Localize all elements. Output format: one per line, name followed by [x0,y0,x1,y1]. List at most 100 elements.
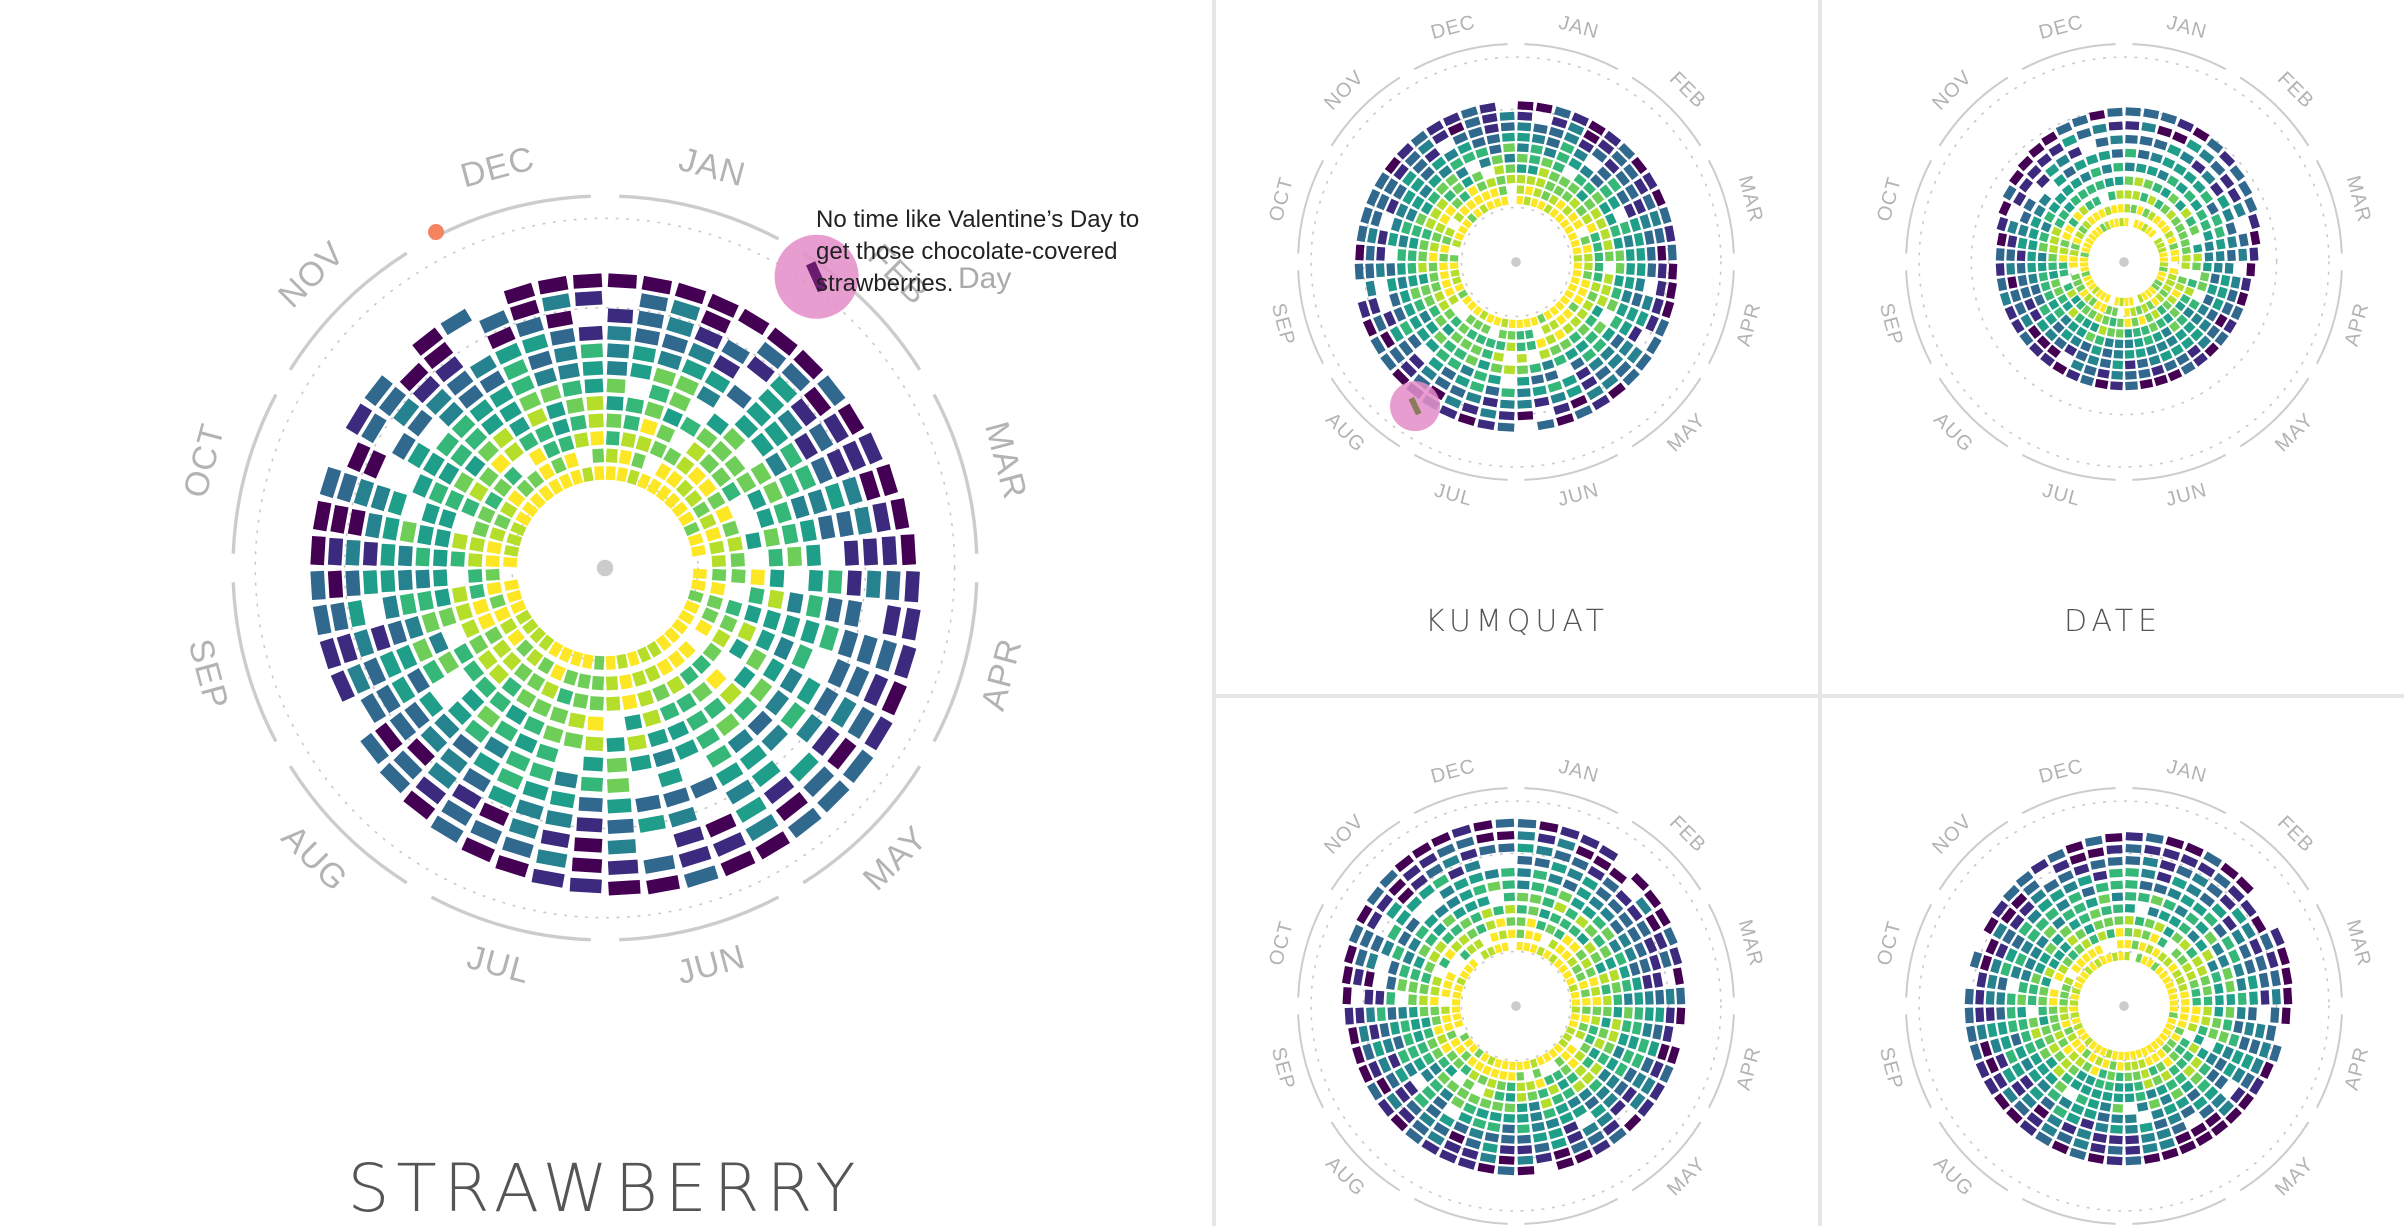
heat-cell [1398,340,1414,357]
heat-cell [1572,247,1582,255]
heat-cell [1575,1030,1586,1040]
heat-cell [2231,929,2246,945]
heat-cell [1549,344,1562,356]
heat-cell [1485,920,1497,931]
heat-cell [1659,206,1672,225]
heat-cell [1447,357,1462,371]
heat-cell [1454,282,1465,292]
heat-cell [646,875,680,895]
heat-cell [345,403,373,435]
heat-cell [1439,885,1455,899]
heat-cell [1654,227,1665,244]
heat-cell [458,384,484,409]
heat-cell [1429,1078,1444,1093]
heat-cell [1443,1022,1454,1032]
heat-cell [1543,147,1557,159]
heat-cell [1516,917,1526,926]
heat-cell [1472,319,1484,331]
heat-cell [671,501,689,518]
heat-cell [2153,1118,2168,1130]
heat-cell [584,378,604,394]
heat-cell [1443,112,1461,127]
heat-cell [1473,194,1484,206]
heat-cell [767,589,785,609]
heat-cell [2203,1006,2212,1016]
heat-cell [1602,995,1612,1006]
heat-cell [1976,1024,1988,1040]
date-panel[interactable]: JAN FEB MAR APR MAY JUN JUL AUG SEP OCT NOV DEC DAT… [1822,0,2404,694]
heat-cell [623,414,641,431]
heat-cell [1516,365,1529,375]
heat-cell [1530,144,1543,155]
heat-cell [2152,215,2162,225]
heat-cell [1517,843,1534,853]
heat-cell [773,636,794,661]
heat-cell [1502,132,1515,142]
heat-cell [683,599,700,615]
month-axis-arc [2132,787,2227,815]
heat-cell [654,463,672,481]
heat-cell [1664,225,1676,243]
heat-cell [319,637,342,670]
heat-cell [2074,1056,2086,1068]
month-axis-arc [1297,1014,1325,1109]
heat-cell [2112,1103,2124,1113]
heat-cell [2214,226,2225,239]
heat-cell [499,617,518,635]
heat-cell [1549,912,1562,925]
heat-cell [1386,976,1397,991]
heat-cell [1468,1127,1484,1140]
heat-cell [507,490,526,508]
heat-cell [2150,309,2161,320]
heat-cell [2117,204,2124,213]
heat-cell [694,326,723,350]
heat-cell [501,677,522,698]
heat-cell [2240,1053,2254,1070]
heat-cell [2080,1084,2093,1096]
heat-cell [1527,906,1539,916]
heat-cell [397,545,413,567]
heat-cell [2028,228,2039,240]
heat-cell [1676,1007,1686,1025]
heat-cell [1583,181,1597,195]
heat-cell [469,355,497,379]
heat-cell [1623,993,1633,1006]
heat-cell [2154,965,2165,976]
heat-cell [2085,897,2099,909]
heat-cell [1624,947,1637,962]
heat-cell [2255,955,2268,972]
heat-cell [1413,1030,1425,1043]
kumquat-panel[interactable]: JAN FEB MAR APR MAY JUN JUL AUG SEP OCT NOV DEC KUM… [1216,0,1818,694]
heat-cell [1995,248,2005,261]
heat-cell [2078,225,2088,235]
month-label-feb: FEB [1665,68,1710,113]
heat-cell [1480,949,1490,960]
heat-cell [607,798,632,814]
heat-cell [769,375,798,404]
heat-cell [2084,835,2103,847]
heat-cell [489,594,506,609]
heat-cell [2071,1017,2081,1025]
heat-cell [1462,1078,1475,1091]
heat-cell [2204,1112,2222,1128]
heat-cell [1632,1072,1647,1089]
heat-cell [2094,944,2104,955]
heat-cell [1444,394,1462,409]
heat-cell [2223,318,2237,334]
heat-cell [687,533,704,547]
heat-cell [330,602,349,632]
heat-cell [2197,335,2212,350]
heat-cell [1595,217,1607,230]
heat-cell [2150,894,2164,907]
heat-cell [2175,1096,2190,1110]
heat-cell [2189,979,2200,989]
heat-cell [2162,899,2177,912]
month-label-dec: DEC [1428,755,1477,788]
heat-cell [655,484,672,502]
heat-cell [1531,1121,1545,1133]
heat-cell [1360,206,1373,225]
heat-cell [1530,374,1545,385]
heat-cell [1609,867,1628,885]
